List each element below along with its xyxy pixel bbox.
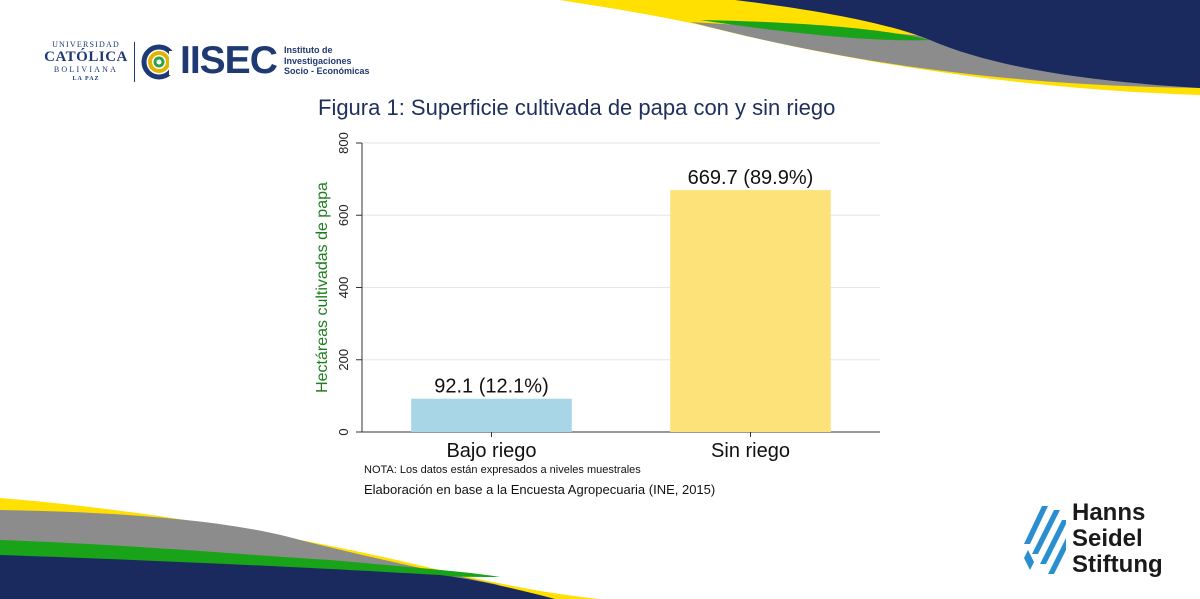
y-tick-label: 0 [336, 428, 351, 435]
hss-logo-text: Hanns Seidel Stiftung [1072, 500, 1163, 578]
swoosh-green-top [700, 20, 930, 41]
x-tick-label: Sin riego [711, 440, 790, 462]
hss-logo-line: Hanns [1072, 499, 1146, 526]
bar [670, 190, 831, 432]
iisec-sub-line: Instituto de [284, 45, 333, 55]
iisec-sub-line: Investigaciones [284, 55, 352, 66]
swoosh-navy-top [735, 0, 1200, 88]
swoosh-navy-bottom [0, 555, 555, 599]
y-axis-label: Hectáreas cultivadas de papa [314, 182, 331, 393]
bar [411, 398, 572, 432]
ucb-logo-line1: UNIVERSIDAD [52, 40, 120, 49]
ucb-logo-line4: LA PAZ [72, 76, 100, 82]
chart-note: NOTA: Los datos están expresados a nivel… [364, 464, 641, 476]
iisec-logo-text: IISEC [180, 39, 278, 82]
hss-logo-line: Stiftung [1072, 551, 1163, 578]
chart-source: Elaboración en base a la Encuesta Agrope… [364, 482, 716, 497]
hss-logo-line: Seidel [1072, 525, 1143, 552]
ucb-logo-line3: BOLIVIANA [53, 65, 119, 74]
y-tick-label: 800 [336, 132, 351, 154]
logo-divider [134, 42, 135, 82]
hss-stripes-icon [1024, 506, 1066, 574]
iisec-logo-subtitle: Instituto de Investigaciones Socio - Eco… [284, 45, 394, 77]
y-tick-label: 400 [336, 277, 351, 299]
data-label: 92.1 (12.1%) [434, 376, 549, 398]
y-tick-label: 200 [336, 349, 351, 371]
ucb-logo: UNIVERSIDAD CATÓLICA BOLIVIANA LA PAZ [42, 40, 130, 86]
iisec-spiral-icon [141, 44, 181, 80]
iisec-sub-line: Socio - Económicas [284, 66, 370, 76]
ucb-logo-line2: CATÓLICA [44, 49, 128, 65]
data-label: 669.7 (89.9%) [688, 167, 814, 189]
swoosh-green-bottom [0, 540, 500, 577]
chart-title: Figura 1: Superficie cultivada de papa c… [318, 95, 836, 120]
y-tick-label: 600 [336, 204, 351, 226]
x-tick-label: Bajo riego [446, 440, 536, 462]
